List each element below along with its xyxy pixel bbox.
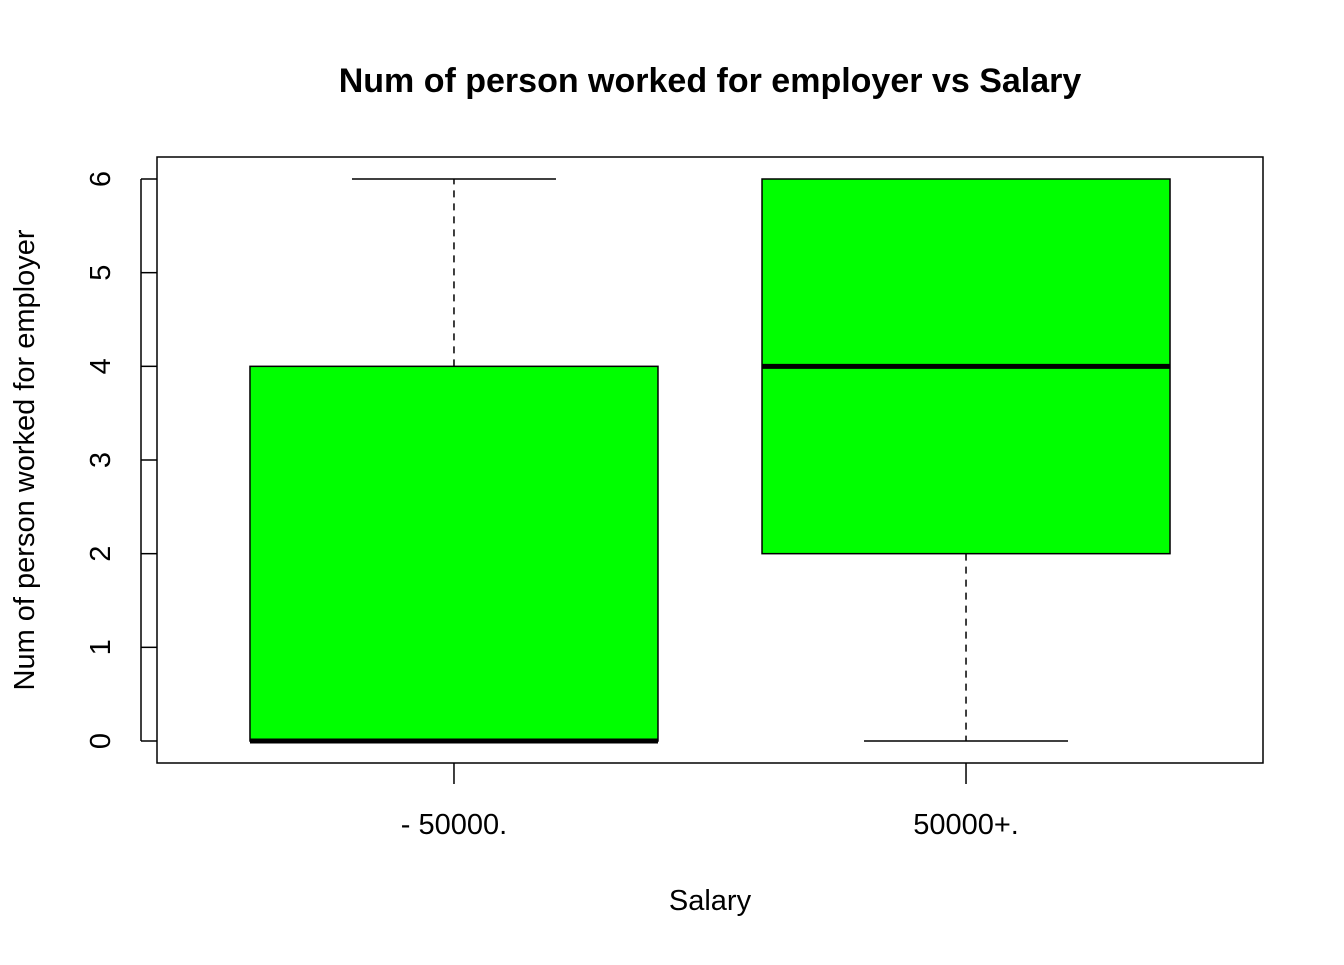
chart-title: Num of person worked for employer vs Sal…: [339, 62, 1082, 100]
y-tick-label: 1: [85, 639, 117, 655]
x-axis: - 50000. 50000+.: [401, 763, 1019, 841]
x-tick-label: - 50000.: [401, 809, 507, 841]
y-tick-label: 3: [85, 452, 117, 468]
x-axis-label: Salary: [669, 885, 752, 917]
y-axis: 0 1 2 3 4 5 6: [85, 171, 157, 749]
box-1: [249, 178, 659, 744]
y-tick-label: 0: [85, 733, 117, 749]
box-group: [249, 178, 1171, 744]
y-tick-label: 6: [85, 171, 117, 187]
box-body: [249, 365, 659, 742]
y-axis-label: Num of person worked for employer: [9, 229, 41, 690]
y-tick-label: 2: [85, 546, 117, 562]
y-tick-label: 4: [85, 358, 117, 374]
box-2: [761, 178, 1171, 742]
x-tick-label: 50000+.: [913, 809, 1019, 841]
y-tick-label: 5: [85, 265, 117, 281]
